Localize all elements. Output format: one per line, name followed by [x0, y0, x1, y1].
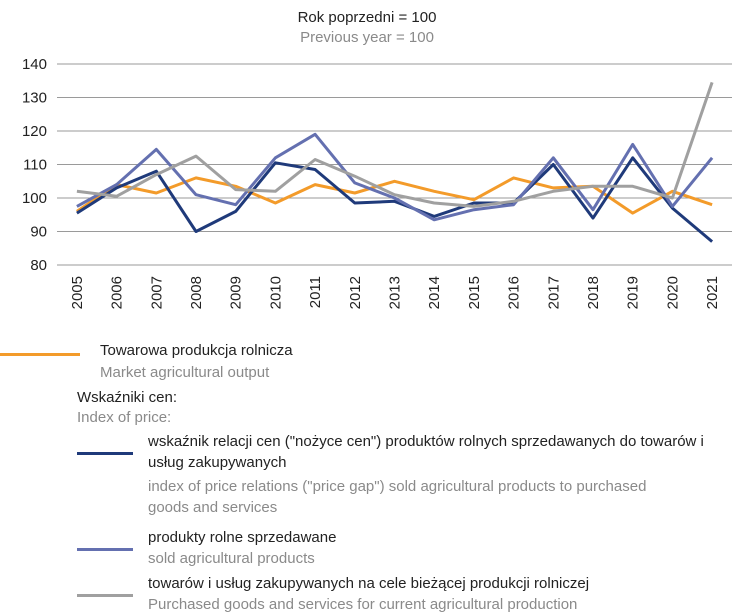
y-tick-label: 130	[22, 90, 47, 107]
y-tick-label: 110	[23, 157, 47, 174]
x-tick-label: 2012	[347, 276, 364, 309]
x-tick-label: 2021	[704, 276, 721, 309]
legend-swatch	[0, 353, 80, 356]
x-tick-label: 2008	[188, 276, 205, 309]
legend-label-en: Market agricultural output	[100, 364, 270, 381]
y-tick-label: 80	[30, 257, 47, 274]
y-tick-label: 120	[22, 123, 47, 140]
legend-swatch	[77, 452, 133, 455]
x-tick-label: 2005	[69, 276, 86, 309]
legend-label: wskaźnik relacji cen ("nożyce cen") prod…	[148, 433, 704, 471]
x-tick-label: 2019	[625, 276, 642, 309]
x-tick-label: 2016	[506, 276, 523, 309]
x-tick-label: 2011	[307, 276, 324, 308]
legend-heading-en: Index of price:	[77, 409, 172, 426]
x-tick-label: 2020	[664, 276, 681, 309]
legend-label: Towarowa produkcja rolnicza	[100, 342, 293, 359]
legend-swatch	[77, 548, 133, 551]
series-line	[76, 156, 714, 243]
x-tick-label: 2009	[228, 276, 245, 309]
series-line	[76, 176, 713, 215]
y-tick-label: 90	[30, 224, 47, 241]
series-line	[76, 132, 714, 222]
y-tick-label: 100	[22, 190, 47, 207]
legend-swatch	[77, 594, 133, 597]
x-tick-label: 2017	[545, 276, 562, 309]
legend-label-en: index of price relations ("price gap") s…	[148, 478, 647, 516]
x-tick-label: 2007	[148, 276, 165, 309]
legend-label: towarów i usług zakupywanych na cele bie…	[148, 575, 590, 592]
chart: Rok poprzedni = 100 Previous year = 100 …	[22, 9, 732, 309]
x-tick-label: 2014	[426, 276, 443, 309]
x-tick-label: 2013	[387, 276, 404, 309]
legend-label-en: Purchased goods and services for current…	[148, 596, 578, 613]
x-tick-label: 2015	[466, 276, 483, 309]
y-tick-label: 140	[22, 56, 47, 73]
x-tick-label: 2006	[109, 276, 126, 309]
x-tick-label: 2010	[267, 276, 284, 309]
legend-label: produkty rolne sprzedawane	[148, 529, 337, 546]
legend-label-en: sold agricultural products	[148, 550, 315, 567]
chart-subtitle: Previous year = 100	[300, 29, 434, 46]
x-tick-label: 2018	[585, 276, 602, 309]
legend-heading: Wskaźniki cen:	[77, 389, 178, 406]
series-line	[76, 81, 714, 208]
chart-title: Rok poprzedni = 100	[298, 9, 437, 26]
